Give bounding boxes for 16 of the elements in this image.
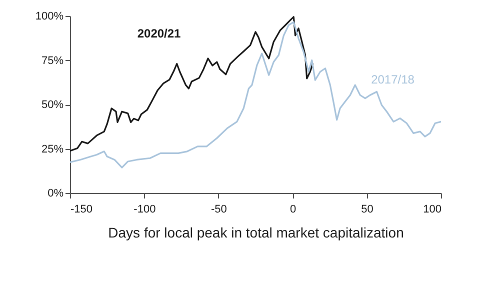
line-series <box>70 21 441 168</box>
x-tick-label: 0 <box>290 204 296 216</box>
x-tick-label: -50 <box>210 204 227 216</box>
x-tick-label: 50 <box>361 204 374 216</box>
series-label: 2020/21 <box>137 26 182 41</box>
x-tick-label: -150 <box>70 204 93 216</box>
y-tick-label: 0% <box>48 188 64 200</box>
x-tick-label: 100 <box>423 204 442 216</box>
series-label: 2017/18 <box>371 72 415 87</box>
y-tick-label: 50% <box>41 99 64 111</box>
line-series <box>70 16 314 152</box>
y-tick-label: 25% <box>41 143 64 156</box>
y-tick-label: 75% <box>41 54 64 67</box>
y-tick-label: 100% <box>35 10 64 22</box>
x-tick-label: -100 <box>134 204 156 216</box>
x-axis-title: Days for local peak in total market capitalization <box>108 224 404 240</box>
